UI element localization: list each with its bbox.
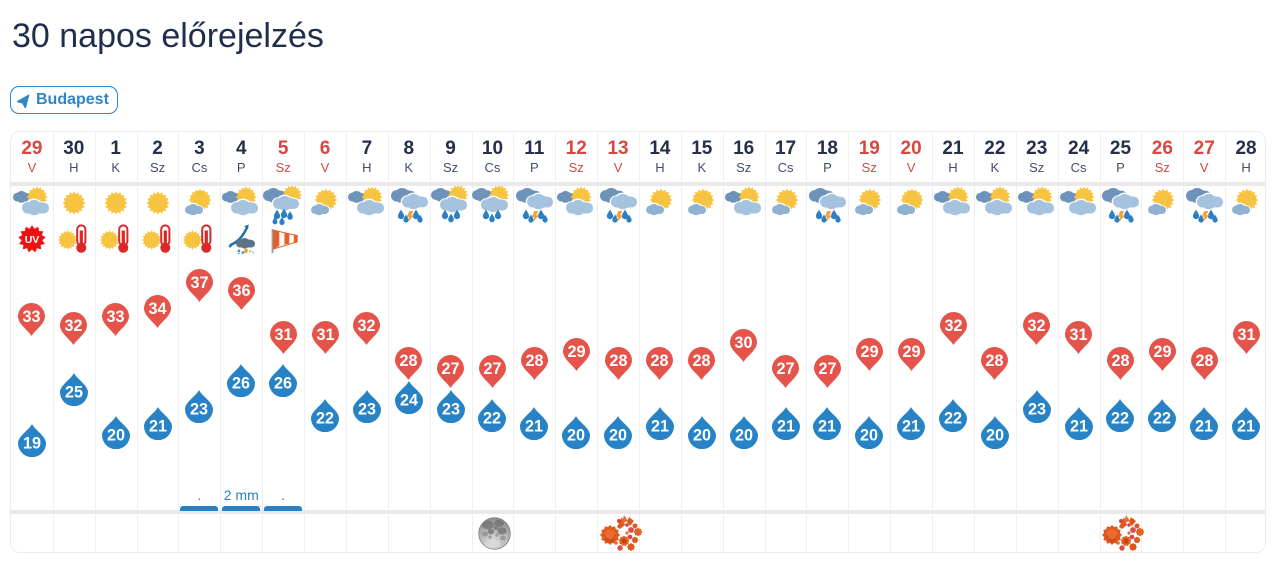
svg-text:22: 22 xyxy=(316,409,334,427)
svg-text:21: 21 xyxy=(651,418,669,436)
svg-text:22: 22 xyxy=(944,409,962,427)
svg-text:21: 21 xyxy=(149,418,167,436)
svg-text:31: 31 xyxy=(1237,326,1255,344)
svg-text:21: 21 xyxy=(902,418,920,436)
svg-text:27: 27 xyxy=(483,360,501,378)
svg-text:28: 28 xyxy=(1195,352,1213,370)
svg-text:27: 27 xyxy=(818,360,836,378)
svg-text:19: 19 xyxy=(23,435,41,453)
svg-text:29: 29 xyxy=(902,343,920,361)
svg-text:31: 31 xyxy=(1070,326,1088,344)
svg-text:22: 22 xyxy=(1111,409,1129,427)
svg-text:28: 28 xyxy=(525,352,543,370)
svg-text:27: 27 xyxy=(777,360,795,378)
svg-text:25: 25 xyxy=(65,383,83,401)
svg-text:26: 26 xyxy=(232,374,250,392)
svg-text:34: 34 xyxy=(149,300,167,318)
svg-text:20: 20 xyxy=(986,426,1004,444)
svg-text:22: 22 xyxy=(483,409,501,427)
svg-text:32: 32 xyxy=(65,317,83,335)
svg-text:36: 36 xyxy=(232,282,250,300)
svg-text:21: 21 xyxy=(1237,418,1255,436)
svg-text:30: 30 xyxy=(735,334,753,352)
svg-text:28: 28 xyxy=(986,352,1004,370)
svg-text:23: 23 xyxy=(1028,400,1046,418)
svg-text:21: 21 xyxy=(777,418,795,436)
svg-text:31: 31 xyxy=(316,326,334,344)
svg-text:28: 28 xyxy=(1111,352,1129,370)
svg-text:31: 31 xyxy=(274,326,292,344)
svg-text:20: 20 xyxy=(693,426,711,444)
svg-text:26: 26 xyxy=(274,374,292,392)
svg-text:UV: UV xyxy=(25,234,40,246)
svg-text:32: 32 xyxy=(1028,317,1046,335)
svg-text:27: 27 xyxy=(442,360,460,378)
svg-text:22: 22 xyxy=(1153,409,1171,427)
svg-text:32: 32 xyxy=(944,317,962,335)
svg-text:20: 20 xyxy=(609,426,627,444)
svg-text:33: 33 xyxy=(23,308,41,326)
svg-text:20: 20 xyxy=(735,426,753,444)
svg-text:24: 24 xyxy=(400,392,418,410)
svg-text:29: 29 xyxy=(860,343,878,361)
svg-text:23: 23 xyxy=(190,400,208,418)
svg-text:20: 20 xyxy=(567,426,585,444)
svg-text:20: 20 xyxy=(107,426,125,444)
svg-text:29: 29 xyxy=(1153,343,1171,361)
svg-text:29: 29 xyxy=(567,343,585,361)
svg-text:33: 33 xyxy=(107,308,125,326)
svg-text:21: 21 xyxy=(818,418,836,436)
svg-text:28: 28 xyxy=(609,352,627,370)
svg-text:37: 37 xyxy=(190,274,208,292)
svg-text:21: 21 xyxy=(1070,418,1088,436)
svg-text:32: 32 xyxy=(358,317,376,335)
svg-text:23: 23 xyxy=(358,400,376,418)
svg-text:21: 21 xyxy=(1195,418,1213,436)
svg-text:28: 28 xyxy=(651,352,669,370)
svg-text:23: 23 xyxy=(442,400,460,418)
svg-text:28: 28 xyxy=(693,352,711,370)
svg-text:28: 28 xyxy=(400,352,418,370)
svg-text:20: 20 xyxy=(860,426,878,444)
svg-text:21: 21 xyxy=(525,418,543,436)
